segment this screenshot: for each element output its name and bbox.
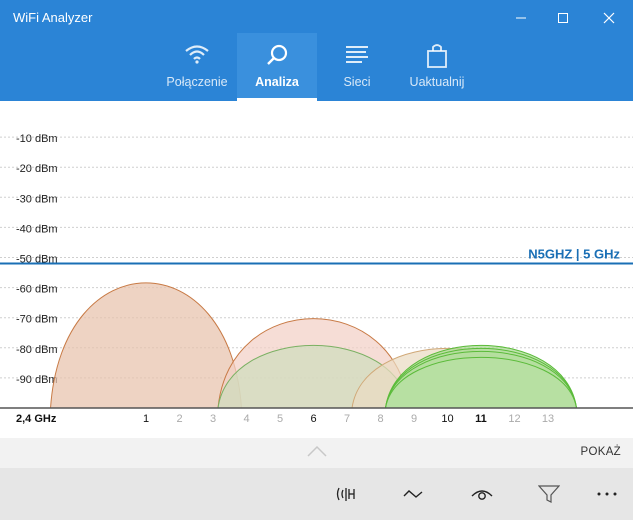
y-tick-label: -90 dBm: [16, 374, 58, 386]
show-button[interactable]: POKAŻ: [580, 446, 621, 458]
chevron-up-icon[interactable]: [306, 444, 328, 458]
y-tick-label: -60 dBm: [16, 284, 58, 296]
tab-label: Połączenie: [166, 75, 228, 89]
y-tick-label: -80 dBm: [16, 344, 58, 356]
channel-tick-label: 1: [143, 413, 149, 425]
magnifier-icon: [267, 44, 288, 65]
channel-tick-label: 4: [243, 413, 249, 425]
window-title: WiFi Analyzer: [13, 10, 93, 25]
y-tick-label: -70 dBm: [16, 314, 58, 326]
tab-label: Uaktualnij: [409, 75, 465, 89]
maximize-button[interactable]: [548, 6, 578, 30]
close-button[interactable]: [594, 6, 624, 30]
filter-button[interactable]: [531, 480, 567, 508]
channel-tick-label: 3: [210, 413, 216, 425]
y-tick-label: -40 dBm: [16, 223, 58, 235]
band-label: 2,4 GHz: [16, 413, 57, 425]
eye-button[interactable]: [464, 480, 500, 508]
close-icon: [603, 12, 615, 24]
minimize-button[interactable]: [506, 6, 536, 30]
list-icon: [346, 46, 368, 63]
more-button[interactable]: [589, 480, 625, 508]
network-signal: [49, 282, 243, 409]
wifi-icon: [185, 45, 209, 64]
tab-polaczenie[interactable]: Połączenie: [157, 33, 237, 101]
channel-tick-label: 6: [310, 413, 316, 425]
filter-icon: [538, 485, 560, 503]
active-tab-indicator: [237, 98, 317, 101]
wave-button[interactable]: [396, 480, 432, 508]
channel-tick-label: 7: [344, 413, 350, 425]
eye-icon: [471, 490, 493, 500]
tab-uaktualnij[interactable]: Uaktualnij: [397, 33, 477, 101]
details-strip: POKAŻ: [0, 438, 633, 468]
channel-graph: -10 dBm -20 dBm -30 dBm -40 dBm -50 dBm -60 d…: [0, 133, 633, 425]
command-bar: [0, 468, 633, 520]
channel-tick-label: 9: [411, 413, 417, 425]
tab-sieci[interactable]: Sieci: [317, 33, 397, 101]
channel-tick-label: 5: [277, 413, 283, 425]
channel-tick-label: 10: [441, 413, 453, 425]
channel-tick-label: 8: [377, 413, 383, 425]
network-signal: [384, 356, 578, 409]
y-tick-label: -30 dBm: [16, 193, 58, 205]
minimize-icon: [516, 17, 526, 19]
y-tick-label: -50 dBm: [16, 254, 58, 266]
antenna-button[interactable]: [329, 480, 365, 508]
tab-analiza[interactable]: Analiza: [237, 33, 317, 101]
app-header: WiFi Analyzer Połączenie Analiza: [0, 0, 633, 101]
shopping-bag-icon: [427, 44, 447, 68]
tab-label: Analiza: [255, 75, 299, 89]
signal-chart: -10 dBm -20 dBm -30 dBm -40 dBm -50 dBm -60 d…: [0, 101, 633, 438]
maximize-icon: [558, 13, 568, 23]
antenna-signal-icon: [336, 487, 355, 501]
tab-label: Sieci: [343, 75, 371, 89]
channel-tick-label: 12: [508, 413, 520, 425]
channel-tick-label: 13: [542, 413, 554, 425]
y-tick-label: -20 dBm: [16, 163, 58, 175]
y-tick-label: -10 dBm: [16, 133, 58, 145]
channel-tick-label: 2: [176, 413, 182, 425]
more-icon: [597, 492, 617, 496]
highlight-network-label: N5GHZ | 5 GHz: [528, 247, 620, 262]
channel-tick-label: 11: [475, 413, 487, 425]
wave-icon: [403, 490, 423, 498]
